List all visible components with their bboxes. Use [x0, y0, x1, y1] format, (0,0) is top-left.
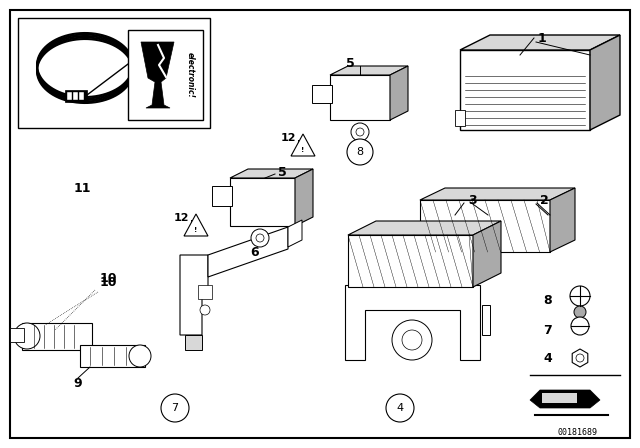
Text: 5: 5: [278, 165, 287, 178]
Bar: [65, 90, 87, 102]
Polygon shape: [291, 134, 315, 156]
Circle shape: [574, 306, 586, 318]
Text: 12: 12: [281, 133, 296, 143]
Polygon shape: [348, 221, 501, 235]
Polygon shape: [141, 42, 174, 108]
Text: 00181689: 00181689: [558, 427, 598, 436]
Circle shape: [392, 320, 432, 360]
Text: 8: 8: [356, 147, 364, 157]
Circle shape: [570, 286, 590, 306]
Text: 5: 5: [346, 56, 355, 69]
Text: 12: 12: [174, 213, 189, 223]
Text: 2: 2: [540, 194, 548, 207]
Bar: [455, 110, 465, 126]
Bar: [542, 393, 577, 403]
Polygon shape: [184, 214, 208, 236]
Text: !: !: [195, 227, 198, 233]
Text: 9: 9: [74, 376, 83, 389]
Polygon shape: [530, 390, 600, 408]
Polygon shape: [295, 169, 313, 226]
Text: 4: 4: [543, 352, 552, 365]
Bar: [312, 85, 332, 103]
Polygon shape: [390, 66, 408, 120]
Circle shape: [14, 323, 40, 349]
Circle shape: [347, 139, 373, 165]
Bar: [128, 30, 203, 120]
Bar: [67, 92, 72, 100]
Text: 6: 6: [250, 246, 259, 258]
Circle shape: [402, 330, 422, 350]
Text: 10: 10: [100, 271, 118, 284]
Bar: [79, 92, 84, 100]
Bar: [212, 186, 232, 206]
Polygon shape: [180, 255, 208, 335]
Polygon shape: [330, 75, 390, 120]
Bar: [10, 328, 24, 342]
Polygon shape: [572, 349, 588, 367]
Text: 11: 11: [74, 181, 92, 194]
Polygon shape: [345, 285, 480, 360]
Circle shape: [161, 394, 189, 422]
Bar: [18, 18, 210, 128]
Text: electronic!: electronic!: [186, 52, 195, 98]
Circle shape: [200, 305, 210, 315]
Text: 4: 4: [396, 403, 404, 413]
Text: 3: 3: [468, 194, 477, 207]
Bar: [482, 305, 490, 335]
Polygon shape: [208, 227, 288, 277]
Circle shape: [256, 234, 264, 242]
Polygon shape: [80, 345, 145, 367]
Bar: [73, 92, 78, 100]
Circle shape: [571, 317, 589, 335]
Polygon shape: [230, 169, 313, 178]
Circle shape: [129, 345, 151, 367]
Bar: [198, 285, 212, 299]
Circle shape: [386, 394, 414, 422]
Circle shape: [576, 354, 584, 362]
Polygon shape: [230, 178, 295, 226]
Polygon shape: [185, 335, 202, 350]
Polygon shape: [420, 200, 550, 252]
Text: 10: 10: [100, 276, 118, 289]
Polygon shape: [348, 235, 473, 287]
Polygon shape: [330, 66, 408, 75]
Polygon shape: [460, 50, 590, 130]
Text: 7: 7: [172, 403, 179, 413]
Polygon shape: [22, 323, 92, 350]
Polygon shape: [288, 220, 302, 247]
Circle shape: [251, 229, 269, 247]
Polygon shape: [460, 35, 620, 50]
Polygon shape: [550, 188, 575, 252]
Text: 7: 7: [543, 323, 552, 336]
Polygon shape: [590, 35, 620, 130]
Polygon shape: [420, 188, 575, 200]
Circle shape: [356, 128, 364, 136]
Polygon shape: [473, 221, 501, 287]
Circle shape: [351, 123, 369, 141]
Text: !: !: [301, 147, 305, 153]
Text: 1: 1: [538, 31, 547, 44]
Text: 8: 8: [543, 293, 552, 306]
